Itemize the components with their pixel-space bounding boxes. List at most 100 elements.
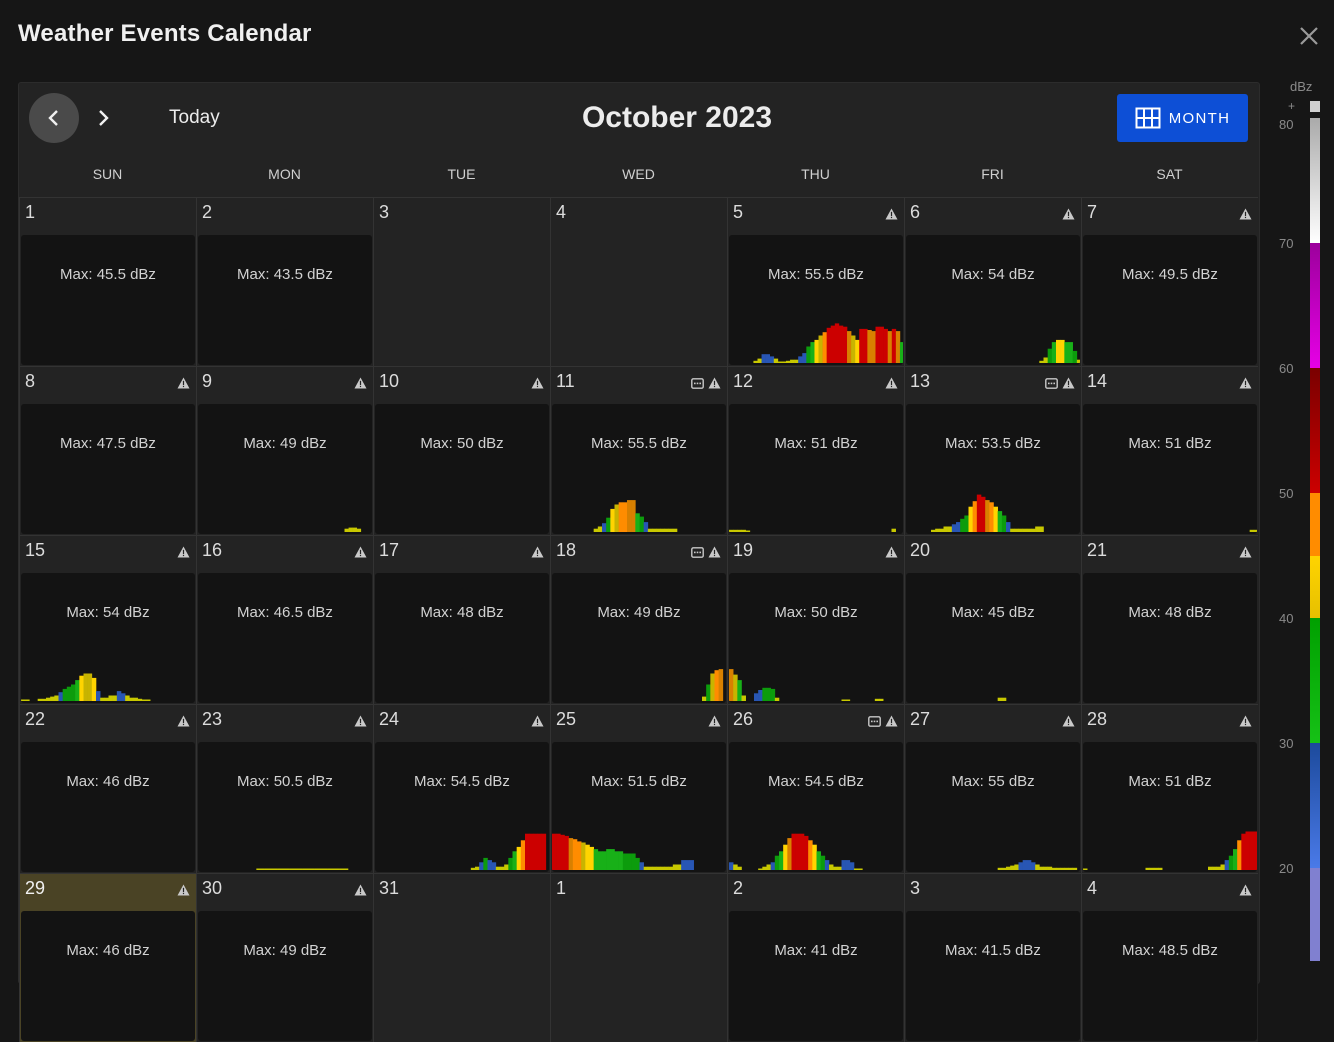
message-icon[interactable]: [868, 714, 881, 732]
event-summary[interactable]: Max: 45.5 dBz: [21, 235, 195, 365]
day-cell[interactable]: 31: [373, 873, 550, 1042]
day-cell[interactable]: 10 Max: 50 dBz: [373, 366, 550, 535]
day-cell[interactable]: 2 Max: 41 dBz: [727, 873, 904, 1042]
day-cell[interactable]: 1 Max: 45.5 dBz: [19, 197, 196, 366]
day-cell[interactable]: 7 Max: 49.5 dBz: [1081, 197, 1258, 366]
event-summary[interactable]: Max: 54.5 dBz: [729, 742, 903, 872]
day-cell[interactable]: 23 Max: 50.5 dBz: [196, 704, 373, 873]
event-summary[interactable]: Max: 54 dBz: [906, 235, 1080, 365]
event-summary[interactable]: Max: 50.5 dBz: [198, 742, 372, 872]
day-cell[interactable]: 6 Max: 54 dBz: [904, 197, 1081, 366]
day-cell[interactable]: 8 Max: 47.5 dBz: [19, 366, 196, 535]
warning-icon[interactable]: [531, 714, 544, 732]
event-summary[interactable]: Max: 45 dBz: [906, 573, 1080, 703]
event-summary[interactable]: Max: 49 dBz: [552, 573, 726, 703]
day-cell[interactable]: 21 Max: 48 dBz: [1081, 535, 1258, 704]
warning-icon[interactable]: [1239, 883, 1252, 901]
day-cell[interactable]: 20 Max: 45 dBz: [904, 535, 1081, 704]
event-summary[interactable]: Max: 43.5 dBz: [198, 235, 372, 365]
day-cell[interactable]: 26 Max: 54.5 dBz: [727, 704, 904, 873]
day-cell[interactable]: 1: [550, 873, 727, 1042]
day-cell[interactable]: 4: [550, 197, 727, 366]
day-cell[interactable]: 13 Max: 53.5 dBz: [904, 366, 1081, 535]
day-cell[interactable]: 3 Max: 41.5 dBz: [904, 873, 1081, 1042]
warning-icon[interactable]: [885, 207, 898, 225]
event-summary[interactable]: Max: 51.5 dBz: [552, 742, 726, 872]
warning-icon[interactable]: [1239, 714, 1252, 732]
day-cell[interactable]: 22 Max: 46 dBz: [19, 704, 196, 873]
event-summary[interactable]: Max: 48 dBz: [375, 573, 549, 703]
event-summary[interactable]: Max: 48.5 dBz: [1083, 911, 1257, 1041]
event-summary[interactable]: Max: 55.5 dBz: [729, 235, 903, 365]
warning-icon[interactable]: [708, 376, 721, 394]
day-cell[interactable]: 19 Max: 50 dBz: [727, 535, 904, 704]
day-cell[interactable]: 15 Max: 54 dBz: [19, 535, 196, 704]
day-cell[interactable]: 11 Max: 55.5 dBz: [550, 366, 727, 535]
day-cell[interactable]: 4 Max: 48.5 dBz: [1081, 873, 1258, 1042]
event-summary[interactable]: Max: 54.5 dBz: [375, 742, 549, 872]
event-summary[interactable]: Max: 49.5 dBz: [1083, 235, 1257, 365]
warning-icon[interactable]: [1239, 545, 1252, 563]
event-summary[interactable]: Max: 46.5 dBz: [198, 573, 372, 703]
today-button[interactable]: Today: [169, 107, 220, 128]
warning-icon[interactable]: [354, 883, 367, 901]
day-cell[interactable]: 5 Max: 55.5 dBz: [727, 197, 904, 366]
warning-icon[interactable]: [708, 545, 721, 563]
event-summary[interactable]: Max: 55.5 dBz: [552, 404, 726, 534]
warning-icon[interactable]: [885, 714, 898, 732]
day-cell[interactable]: 24 Max: 54.5 dBz: [373, 704, 550, 873]
day-cell[interactable]: 14 Max: 51 dBz: [1081, 366, 1258, 535]
day-cell[interactable]: 16 Max: 46.5 dBz: [196, 535, 373, 704]
day-cell[interactable]: 28 Max: 51 dBz: [1081, 704, 1258, 873]
warning-icon[interactable]: [177, 883, 190, 901]
day-cell[interactable]: 30 Max: 49 dBz: [196, 873, 373, 1042]
event-summary[interactable]: Max: 48 dBz: [1083, 573, 1257, 703]
close-icon[interactable]: [1297, 24, 1321, 48]
event-summary[interactable]: Max: 41.5 dBz: [906, 911, 1080, 1041]
day-cell[interactable]: 17 Max: 48 dBz: [373, 535, 550, 704]
warning-icon[interactable]: [1062, 714, 1075, 732]
event-summary[interactable]: Max: 50 dBz: [375, 404, 549, 534]
event-summary[interactable]: Max: 49 dBz: [198, 911, 372, 1041]
day-cell[interactable]: 2 Max: 43.5 dBz: [196, 197, 373, 366]
warning-icon[interactable]: [177, 545, 190, 563]
warning-icon[interactable]: [1239, 376, 1252, 394]
event-summary[interactable]: Max: 50 dBz: [729, 573, 903, 703]
event-summary[interactable]: Max: 51 dBz: [729, 404, 903, 534]
previous-month-button[interactable]: [29, 93, 79, 143]
day-cell[interactable]: 18 Max: 49 dBz: [550, 535, 727, 704]
event-summary[interactable]: Max: 49 dBz: [198, 404, 372, 534]
event-summary[interactable]: Max: 51 dBz: [1083, 404, 1257, 534]
event-summary[interactable]: Max: 55 dBz: [906, 742, 1080, 872]
warning-icon[interactable]: [885, 545, 898, 563]
event-summary[interactable]: Max: 46 dBz: [21, 911, 195, 1041]
event-summary[interactable]: Max: 47.5 dBz: [21, 404, 195, 534]
day-cell[interactable]: 3: [373, 197, 550, 366]
event-summary[interactable]: Max: 46 dBz: [21, 742, 195, 872]
event-summary[interactable]: Max: 54 dBz: [21, 573, 195, 703]
day-cell[interactable]: 12 Max: 51 dBz: [727, 366, 904, 535]
event-summary[interactable]: Max: 41 dBz: [729, 911, 903, 1041]
warning-icon[interactable]: [177, 714, 190, 732]
warning-icon[interactable]: [531, 545, 544, 563]
day-cell[interactable]: 27 Max: 55 dBz: [904, 704, 1081, 873]
warning-icon[interactable]: [354, 714, 367, 732]
day-cell[interactable]: 25 Max: 51.5 dBz: [550, 704, 727, 873]
warning-icon[interactable]: [708, 714, 721, 732]
event-summary[interactable]: Max: 53.5 dBz: [906, 404, 1080, 534]
warning-icon[interactable]: [1239, 207, 1252, 225]
next-month-button[interactable]: [85, 93, 121, 143]
day-cell[interactable]: 29 Max: 46 dBz: [19, 873, 196, 1042]
warning-icon[interactable]: [1062, 207, 1075, 225]
message-icon[interactable]: [1045, 376, 1058, 394]
warning-icon[interactable]: [354, 545, 367, 563]
warning-icon[interactable]: [354, 376, 367, 394]
event-summary[interactable]: Max: 51 dBz: [1083, 742, 1257, 872]
message-icon[interactable]: [691, 545, 704, 563]
warning-icon[interactable]: [1062, 376, 1075, 394]
message-icon[interactable]: [691, 376, 704, 394]
warning-icon[interactable]: [885, 376, 898, 394]
warning-icon[interactable]: [531, 376, 544, 394]
warning-icon[interactable]: [177, 376, 190, 394]
day-cell[interactable]: 9 Max: 49 dBz: [196, 366, 373, 535]
